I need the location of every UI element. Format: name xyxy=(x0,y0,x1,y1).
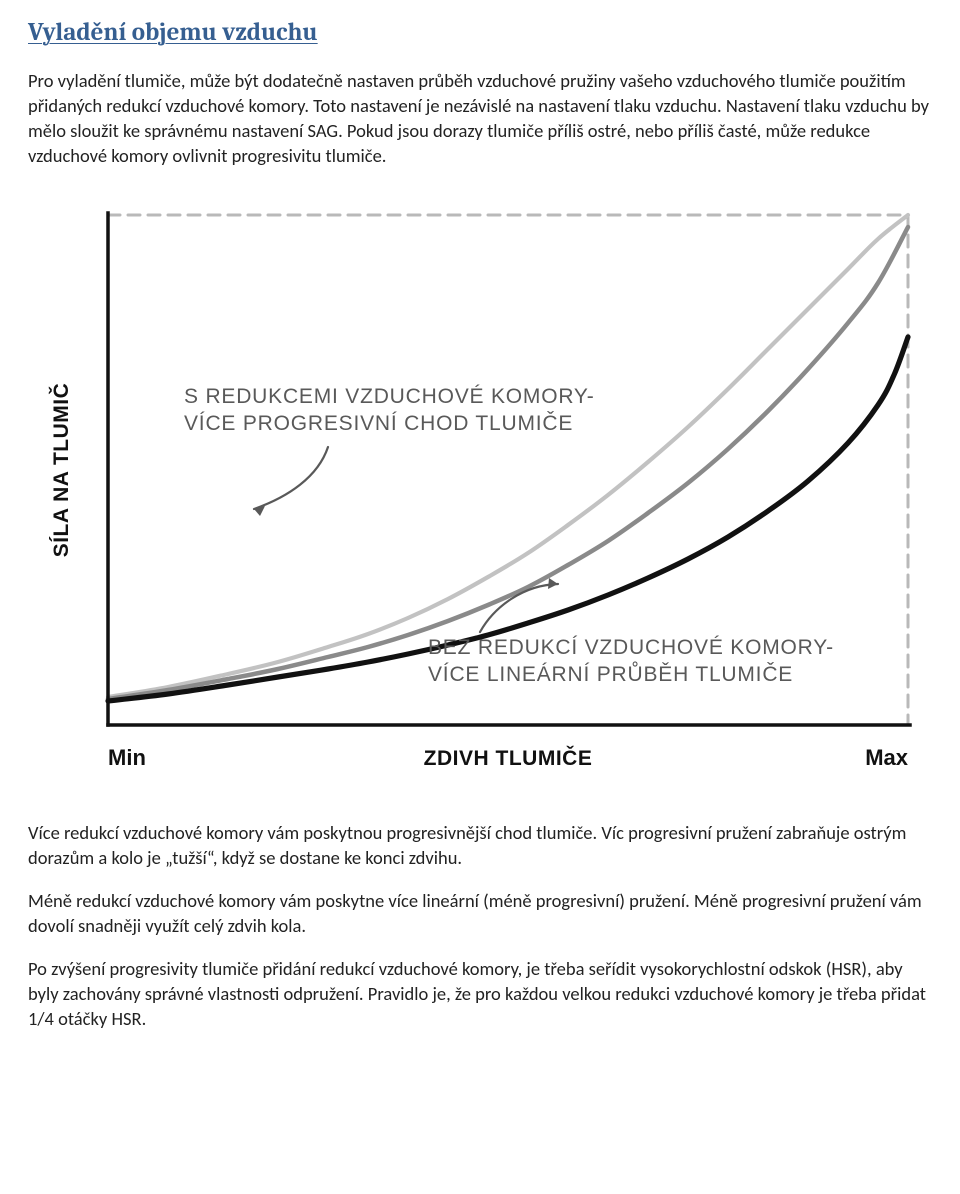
x-min-label: Min xyxy=(108,745,146,770)
anno-upper-line1: S REDUKCEMI VZDUCHOVÉ KOMORY- xyxy=(184,385,595,408)
anno-lower-line1: BEZ REDUKCÍ VZDUCHOVÉ KOMORY- xyxy=(428,636,834,659)
x-max-label: Max xyxy=(865,745,909,770)
anno-lower-arrowhead xyxy=(548,578,558,589)
x-axis-label: ZDIVH TLUMIČE xyxy=(424,746,593,770)
spring-curve-chart: S REDUKCEMI VZDUCHOVÉ KOMORY- VÍCE PROGRE… xyxy=(28,187,932,797)
anno-lower-line2: VÍCE LINEÁRNÍ PRŮBĚH TLUMIČE xyxy=(428,662,793,686)
anno-upper-arrow xyxy=(254,447,328,509)
paragraph-2: Více redukcí vzduchové komory vám poskyt… xyxy=(28,821,932,871)
paragraph-4: Po zvýšení progresivity tlumiče přidání … xyxy=(28,957,932,1032)
y-axis-label: SÍLA NA TLUMIČ xyxy=(49,383,73,558)
chart-container: S REDUKCEMI VZDUCHOVÉ KOMORY- VÍCE PROGRE… xyxy=(28,187,932,797)
curve-light xyxy=(108,215,908,697)
page-title: Vyladění objemu vzduchu xyxy=(28,18,932,47)
anno-upper-line2: VÍCE PROGRESIVNÍ CHOD TLUMIČE xyxy=(184,412,573,435)
paragraph-3: Méně redukcí vzduchové komory vám poskyt… xyxy=(28,889,932,939)
paragraph-1: Pro vyladění tlumiče, může být dodatečně… xyxy=(28,69,932,169)
page: Vyladění objemu vzduchu Pro vyladění tlu… xyxy=(0,0,960,1062)
